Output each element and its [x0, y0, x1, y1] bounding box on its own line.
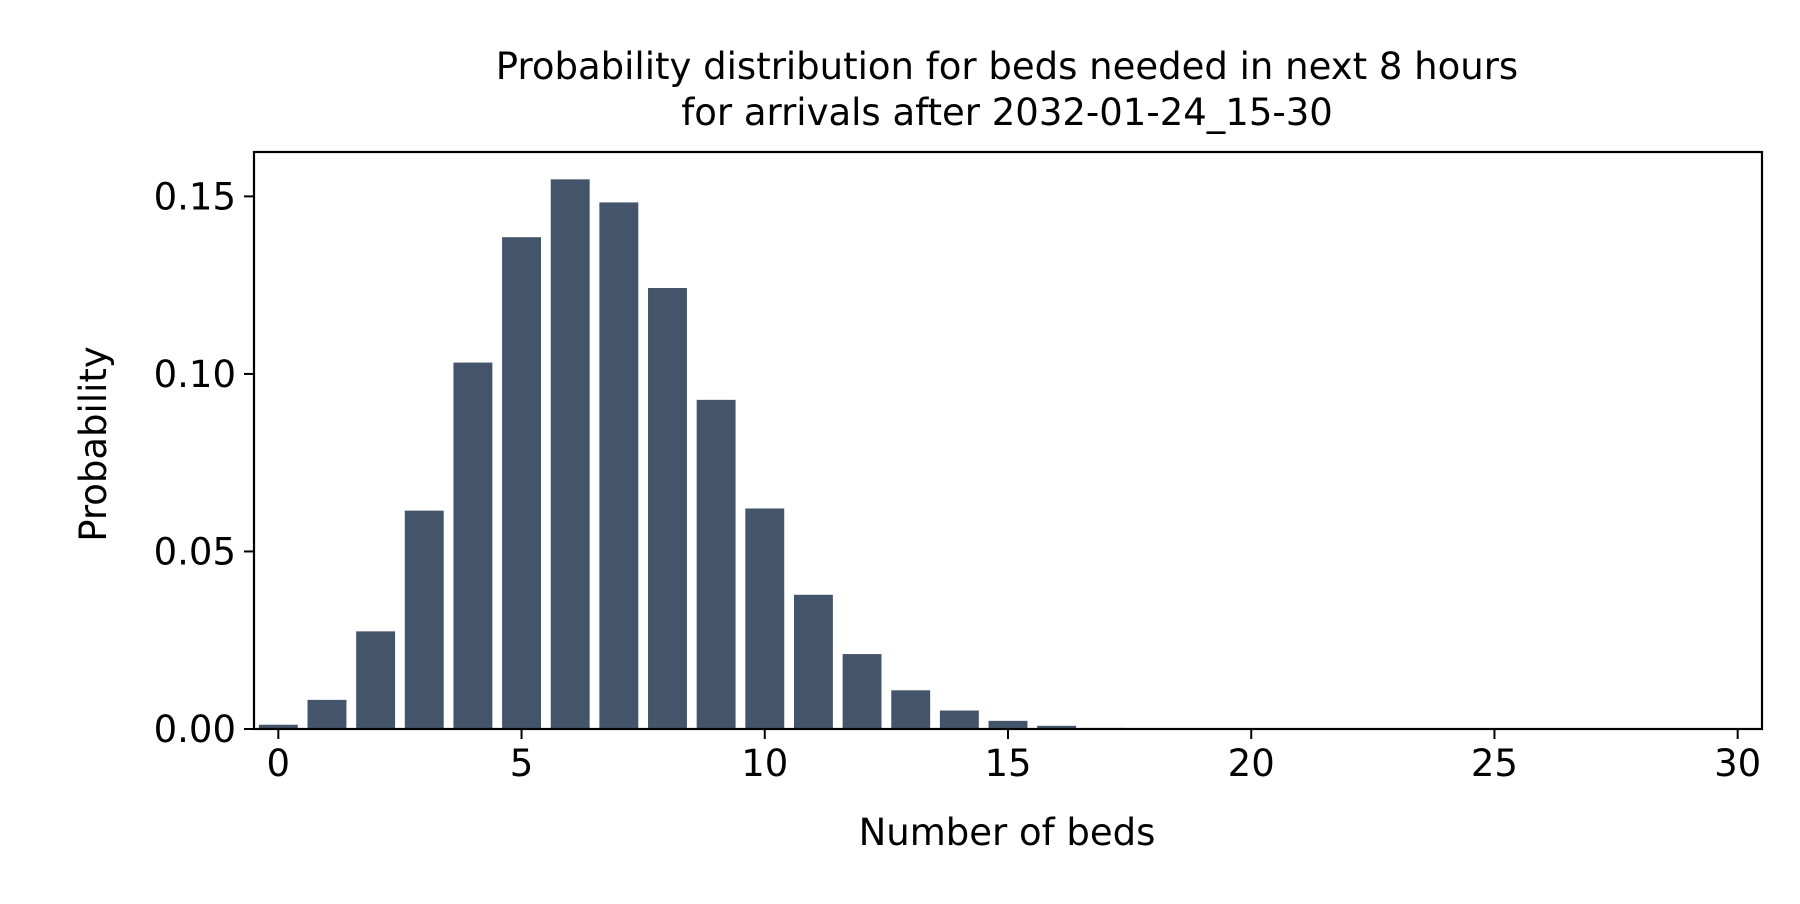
y-axis-label: Probability	[72, 346, 115, 542]
bar-11	[794, 595, 833, 729]
y-tick-label: 0.15	[154, 175, 236, 218]
bar-4	[453, 363, 492, 729]
bar-9	[697, 400, 736, 729]
bar-8	[648, 288, 687, 729]
x-axis-label: Number of beds	[859, 811, 1156, 854]
x-axis: 0 5 10 15 20 25 30	[267, 729, 1762, 785]
x-tick-label: 0	[267, 742, 291, 785]
y-tick-label: 0.00	[154, 708, 236, 751]
chart-title-line-2: for arrivals after 2032-01-24_15-30	[681, 91, 1333, 134]
bar-12	[843, 654, 882, 729]
y-tick-label: 0.10	[154, 353, 236, 396]
bars	[259, 179, 1271, 729]
chart-title-line-1: Probability distribution for beds needed…	[496, 45, 1518, 88]
x-tick-label: 30	[1714, 742, 1761, 785]
y-axis: 0.00 0.05 0.10 0.15	[154, 175, 254, 751]
bar-13	[891, 690, 930, 729]
x-tick-label: 15	[984, 742, 1031, 785]
x-tick-label: 5	[510, 742, 534, 785]
bar-6	[551, 179, 590, 729]
bar-5	[502, 237, 541, 729]
bar-15	[989, 721, 1028, 729]
x-tick-label: 25	[1471, 742, 1518, 785]
chart-title: Probability distribution for beds needed…	[496, 45, 1518, 134]
bar-2	[356, 631, 395, 729]
bar-14	[940, 711, 979, 729]
y-tick-label: 0.05	[154, 530, 236, 573]
bar-1	[308, 700, 347, 729]
x-tick-label: 20	[1228, 742, 1275, 785]
x-tick-label: 10	[741, 742, 788, 785]
bar-7	[599, 202, 638, 729]
bar-10	[745, 508, 784, 729]
bar-3	[405, 511, 444, 729]
